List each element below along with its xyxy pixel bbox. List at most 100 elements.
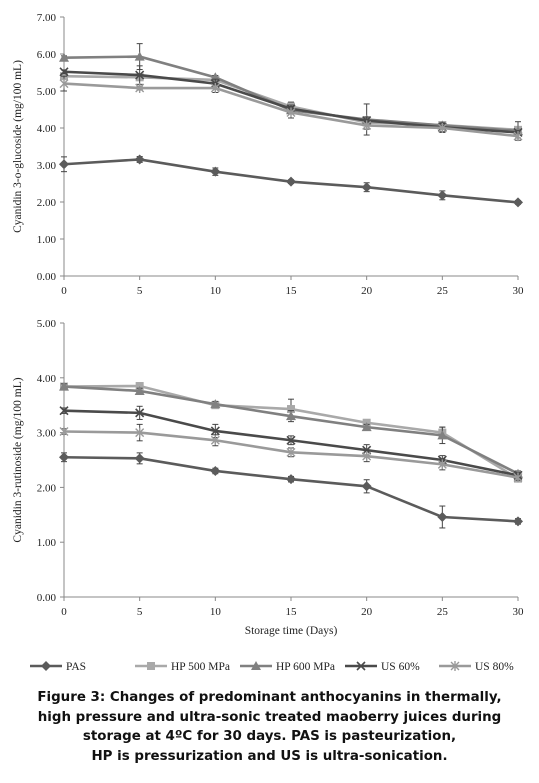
- caption-line-1: Figure 3: Changes of predominant anthocy…: [37, 690, 502, 705]
- x-axis-label: Storage time (Days): [245, 625, 338, 637]
- data-point: [134, 154, 145, 165]
- y-tick-label: 2.00: [37, 197, 57, 209]
- legend: PAS HP 500 MPa HP 600 MPa US 60% US 80%: [30, 661, 514, 673]
- data-point: [210, 435, 220, 446]
- figure-caption: Figure 3: Changes of predominant anthocy…: [0, 688, 539, 766]
- y-tick-label: 1.00: [37, 234, 57, 246]
- caption-line-4: HP is pressurization and US is ultra-son…: [91, 748, 448, 764]
- y-tick-label: 7.00: [37, 12, 57, 24]
- x-tick-label: 20: [361, 285, 373, 297]
- x-tick-label: 30: [513, 285, 525, 297]
- legend-label: PAS: [66, 661, 86, 673]
- data-point: [59, 452, 69, 463]
- y-tick-label: 3.00: [37, 160, 57, 172]
- y-tick-label: 0.00: [37, 271, 57, 283]
- chart-bottom: 0.00 1.00 2.00 3.00 4.00 5.00 0 5 10 15 20 25 30 Cyan…: [12, 318, 524, 637]
- data-point: [287, 405, 295, 414]
- data-point: [59, 159, 69, 170]
- data-point: [59, 381, 69, 391]
- data-point: [134, 453, 145, 464]
- data-point: [210, 399, 221, 409]
- legend-label: US 80%: [475, 661, 514, 673]
- data-point: [513, 197, 523, 208]
- series-pas: [59, 452, 523, 529]
- caption-line-3: storage at 4ºC for 30 days. PAS is paste…: [82, 729, 457, 744]
- x-tick-label: 5: [137, 285, 143, 297]
- y-axis-label: Cyanidin 3-rutinoside (mg/100 mL): [12, 377, 24, 542]
- data-point: [286, 435, 296, 445]
- x-tick-label: 5: [137, 606, 143, 618]
- series-us-80-: [59, 75, 523, 142]
- data-point: [135, 427, 145, 438]
- data-point: [437, 459, 447, 470]
- x-tick-label: 10: [210, 606, 222, 618]
- y-tick-label: 4.00: [37, 123, 57, 135]
- x-tick-label: 15: [286, 285, 298, 297]
- data-point: [362, 120, 372, 131]
- y-tick-label: 4.00: [37, 373, 57, 385]
- x-tick-label: 0: [61, 285, 67, 297]
- y-tick-label: 3.00: [37, 428, 57, 440]
- data-point: [513, 516, 523, 527]
- data-point: [286, 447, 296, 458]
- data-point: [59, 406, 69, 416]
- legend-swatch-marker: [450, 661, 460, 671]
- data-point: [437, 430, 448, 440]
- data-point: [362, 451, 372, 462]
- y-tick-label: 5.00: [37, 86, 57, 98]
- legend-label: HP 600 MPa: [276, 661, 335, 673]
- data-point: [59, 52, 69, 62]
- legend-swatch-marker: [41, 661, 51, 671]
- data-point: [437, 511, 448, 522]
- data-point: [361, 422, 372, 432]
- x-tick-label: 25: [437, 285, 449, 297]
- data-point: [210, 465, 221, 476]
- x-tick-label: 10: [210, 285, 222, 297]
- data-point: [135, 408, 145, 418]
- series-hp-500-mpa: [60, 72, 522, 134]
- data-point: [210, 166, 221, 177]
- x-tick-label: 30: [513, 606, 525, 618]
- data-point: [210, 426, 220, 436]
- data-point: [361, 182, 372, 193]
- data-point: [134, 51, 145, 61]
- data-point: [59, 67, 69, 77]
- data-point: [513, 472, 523, 483]
- legend-item: HP 600 MPa: [240, 661, 335, 673]
- data-point: [286, 107, 296, 118]
- data-point: [210, 83, 220, 94]
- y-tick-label: 1.00: [37, 537, 57, 549]
- x-tick-label: 25: [437, 606, 449, 618]
- data-point: [437, 123, 447, 133]
- legend-swatch-marker: [147, 662, 155, 670]
- legend-label: US 60%: [381, 661, 420, 673]
- y-tick-label: 6.00: [37, 49, 57, 61]
- data-point: [135, 83, 145, 94]
- chart-top: 0.00 1.00 2.00 3.00 4.00 5.00 6.00 7.00 0 5 10 15 20…: [12, 12, 524, 297]
- data-point: [59, 426, 69, 437]
- data-point: [286, 474, 296, 485]
- legend-item: US 60%: [345, 661, 420, 673]
- data-point: [361, 481, 372, 492]
- data-point: [286, 411, 296, 421]
- data-point: [513, 131, 523, 142]
- y-axis-label: Cyanidin 3-o-glucoside (mg/100 mL): [12, 60, 24, 233]
- y-tick-label: 5.00: [37, 318, 57, 330]
- x-tick-label: 15: [286, 606, 298, 618]
- data-point: [437, 190, 448, 201]
- series-us-80-: [59, 423, 523, 483]
- series-pas: [59, 154, 523, 208]
- legend-item: US 80%: [439, 661, 514, 673]
- legend-item: PAS: [30, 661, 86, 673]
- y-tick-label: 2.00: [37, 482, 57, 494]
- legend-label: HP 500 MPa: [171, 661, 230, 673]
- y-tick-label: 0.00: [37, 592, 57, 604]
- series-hp-600-mpa: [59, 43, 523, 141]
- legend-swatch-marker: [356, 661, 366, 671]
- data-point: [286, 176, 296, 187]
- data-point: [59, 78, 69, 89]
- caption-line-2: high pressure and ultra-sonic treated ma…: [37, 709, 502, 725]
- data-point: [135, 70, 145, 80]
- legend-item: HP 500 MPa: [135, 661, 230, 673]
